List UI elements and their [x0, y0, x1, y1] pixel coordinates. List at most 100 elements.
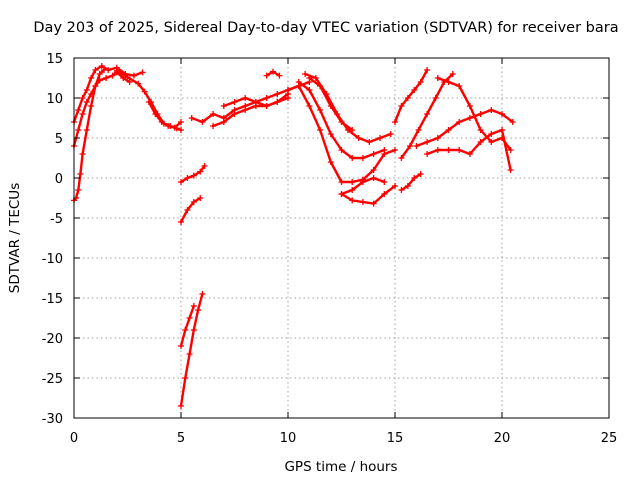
series-arc-4f: [338, 183, 398, 207]
data-point-marker: [413, 143, 420, 149]
series-track: [179, 164, 206, 184]
series-track: [286, 84, 397, 184]
data-point-marker: [197, 168, 204, 175]
x-tick-label: 10: [280, 431, 297, 446]
data-point-marker: [499, 111, 505, 117]
data-point-marker: [404, 95, 411, 101]
x-axis-label: GPS time / hours: [284, 459, 397, 475]
data-point-marker: [274, 91, 281, 97]
data-point-marker: [178, 343, 184, 349]
data-point-marker: [370, 151, 377, 157]
data-point-marker: [113, 67, 120, 74]
data-point-marker: [477, 111, 484, 117]
data-point-marker: [306, 103, 313, 109]
data-point-marker: [509, 119, 516, 125]
data-point-marker: [456, 119, 463, 125]
series-arc-1e: [145, 99, 184, 131]
data-point-marker: [276, 72, 283, 79]
data-point-marker: [190, 327, 197, 333]
data-point-marker: [466, 115, 473, 121]
x-tick-label: 15: [387, 431, 404, 446]
series-track: [340, 184, 397, 205]
data-point-marker: [424, 151, 431, 157]
plot-frame: [73, 57, 610, 419]
data-point-marker: [370, 200, 377, 207]
series-track: [147, 100, 183, 129]
series-arc-2b: [178, 303, 197, 349]
data-point-marker: [349, 155, 356, 161]
data-point-marker: [190, 172, 197, 179]
data-point-marker: [349, 197, 356, 204]
data-point-marker: [190, 303, 197, 309]
data-point-marker: [366, 139, 373, 145]
data-point-marker: [507, 147, 514, 153]
data-point-marker: [445, 79, 452, 85]
data-point-marker: [306, 75, 313, 81]
data-point-marker: [466, 103, 473, 109]
data-point-marker: [88, 103, 95, 109]
data-point-marker: [83, 99, 90, 105]
data-point-marker: [434, 147, 441, 153]
data-point-marker: [295, 79, 302, 85]
series-arc-3c: [220, 91, 291, 109]
y-tick-label: -10: [42, 252, 63, 267]
y-tick-label: 0: [55, 172, 63, 187]
data-point-marker: [92, 83, 99, 89]
data-point-marker: [392, 119, 398, 125]
series-arc-5f: [424, 127, 514, 173]
data-point-marker: [171, 124, 178, 131]
data-point-marker: [415, 127, 422, 133]
data-point-marker: [103, 75, 110, 81]
chart-ticks: 0 5 10 15 20 25 -30 -25 -20 -15 -10 -5 0 5 10 15: [42, 52, 618, 446]
data-point-marker: [355, 135, 362, 141]
data-point-marker: [274, 99, 281, 105]
series-arc-5a: [392, 67, 431, 125]
data-point-marker: [359, 179, 366, 185]
data-point-marker: [184, 175, 191, 181]
data-point-marker: [424, 111, 431, 117]
data-point-marker: [263, 103, 270, 109]
data-point-marker: [406, 143, 413, 149]
data-point-marker: [75, 127, 82, 133]
data-point-marker: [398, 187, 405, 193]
data-point-marker: [105, 67, 112, 73]
data-point-marker: [231, 111, 238, 117]
series-arc-3a: [188, 79, 313, 125]
series-arc-5c: [398, 171, 424, 193]
data-point-marker: [178, 403, 184, 409]
data-point-marker: [88, 91, 95, 97]
data-point-marker: [77, 171, 84, 177]
x-tick-label: 5: [177, 431, 185, 446]
data-point-marker: [312, 75, 319, 81]
data-point-marker: [178, 219, 184, 225]
data-point-marker: [381, 179, 388, 185]
data-point-marker: [445, 147, 452, 153]
data-point-marker: [306, 87, 313, 93]
data-point-marker: [411, 87, 418, 93]
data-point-marker: [88, 75, 95, 81]
data-point-marker: [317, 107, 324, 113]
data-point-marker: [197, 195, 204, 201]
data-point-marker: [398, 103, 405, 109]
data-point-marker: [387, 131, 394, 137]
data-point-marker: [96, 77, 103, 84]
data-point-marker: [434, 135, 441, 141]
series-arc-4e: [338, 175, 388, 197]
series-track: [179, 304, 196, 348]
data-point-marker: [270, 68, 277, 75]
data-point-marker: [96, 71, 103, 77]
data-point-marker: [488, 131, 495, 137]
y-tick-label: 5: [55, 132, 63, 147]
data-point-marker: [92, 67, 99, 73]
data-point-marker: [178, 119, 184, 125]
series-track: [415, 108, 514, 148]
data-point-marker: [377, 135, 384, 141]
data-point-marker: [349, 127, 356, 133]
x-tick-label: 0: [70, 431, 78, 446]
data-point-marker: [392, 147, 398, 153]
data-point-marker: [445, 127, 452, 133]
data-point-marker: [449, 71, 456, 77]
series-track: [436, 76, 512, 152]
y-tick-label: -30: [42, 412, 63, 427]
y-tick-label: -20: [42, 332, 63, 347]
